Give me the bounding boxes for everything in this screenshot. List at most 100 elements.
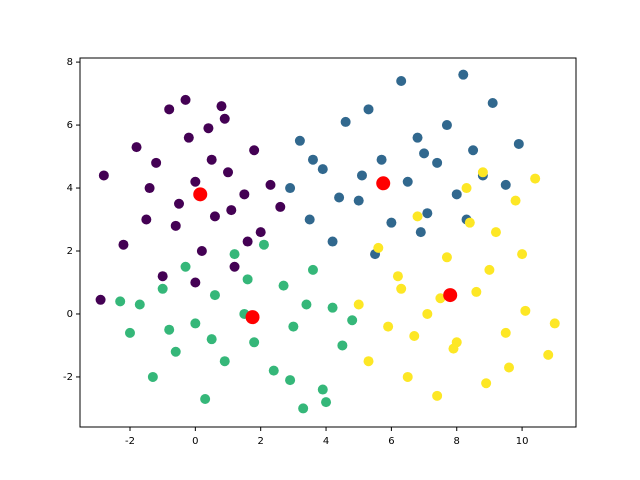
y-tick-label: 2	[67, 246, 73, 257]
point	[373, 242, 384, 253]
point	[164, 324, 175, 335]
point	[115, 296, 126, 307]
point	[500, 327, 511, 338]
x-tick-label: 10	[516, 436, 529, 447]
point	[317, 164, 328, 175]
point	[327, 302, 338, 313]
point	[443, 288, 458, 303]
point	[487, 98, 498, 109]
point	[432, 157, 443, 168]
x-tick-label: 8	[454, 436, 460, 447]
y-tick-label: 6	[67, 120, 73, 131]
point	[458, 69, 469, 80]
point	[258, 239, 269, 250]
point	[196, 246, 207, 257]
point	[98, 170, 109, 181]
point	[229, 261, 240, 272]
point	[510, 195, 521, 206]
point	[193, 187, 208, 202]
x-tick-label: 4	[323, 436, 329, 447]
point	[275, 201, 286, 212]
point	[285, 183, 296, 194]
point	[170, 220, 181, 231]
y-tick-label: -2	[63, 372, 73, 383]
point	[265, 179, 276, 190]
point	[334, 192, 345, 203]
point	[392, 271, 403, 282]
point	[249, 145, 260, 156]
point	[285, 375, 296, 386]
point	[245, 310, 260, 325]
point	[432, 390, 443, 401]
point	[144, 183, 155, 194]
point	[396, 75, 407, 86]
y-tick-label: 4	[67, 183, 73, 194]
point	[517, 249, 528, 260]
point	[376, 154, 387, 165]
point	[347, 315, 358, 326]
x-tick-label: 6	[388, 436, 394, 447]
point	[448, 343, 459, 354]
point	[500, 179, 511, 190]
point	[363, 356, 374, 367]
point	[549, 318, 560, 329]
x-tick-label: 0	[192, 436, 198, 447]
point	[337, 340, 348, 351]
point	[402, 176, 413, 187]
point	[383, 321, 394, 332]
point	[422, 308, 433, 319]
point	[170, 346, 181, 357]
point	[203, 123, 214, 134]
point	[147, 371, 158, 382]
point	[477, 167, 488, 178]
point	[180, 94, 191, 105]
point	[206, 154, 217, 165]
x-tick-label: 2	[258, 436, 264, 447]
point	[157, 283, 168, 294]
y-tick-label: 0	[67, 309, 73, 320]
point	[353, 299, 364, 310]
point	[409, 331, 420, 342]
point	[356, 170, 367, 181]
point	[131, 142, 142, 153]
point	[340, 116, 351, 127]
point	[504, 362, 515, 373]
point	[490, 227, 501, 238]
point	[520, 305, 531, 316]
axes-frame	[79, 57, 577, 428]
y-tick-label: 8	[67, 57, 73, 68]
point	[419, 148, 430, 159]
point	[268, 365, 279, 376]
point	[223, 167, 234, 178]
point	[206, 334, 217, 345]
point	[288, 321, 299, 332]
point	[209, 290, 220, 301]
point	[124, 327, 135, 338]
point	[298, 403, 309, 414]
point	[249, 337, 260, 348]
point	[190, 277, 201, 288]
point	[278, 280, 289, 291]
point	[461, 183, 472, 194]
point	[239, 189, 250, 200]
point	[412, 132, 423, 143]
point	[219, 113, 230, 124]
point	[301, 299, 312, 310]
point	[164, 104, 175, 115]
point	[255, 227, 266, 238]
point	[321, 397, 332, 408]
point	[441, 120, 452, 131]
point	[190, 318, 201, 329]
point	[242, 274, 253, 285]
point	[118, 239, 129, 250]
point	[327, 236, 338, 247]
point	[95, 294, 106, 305]
point	[513, 138, 524, 149]
point	[402, 371, 413, 382]
point	[376, 176, 391, 191]
point	[141, 214, 152, 225]
point	[174, 198, 185, 209]
point	[435, 293, 446, 304]
point	[242, 236, 253, 247]
point	[216, 101, 227, 112]
